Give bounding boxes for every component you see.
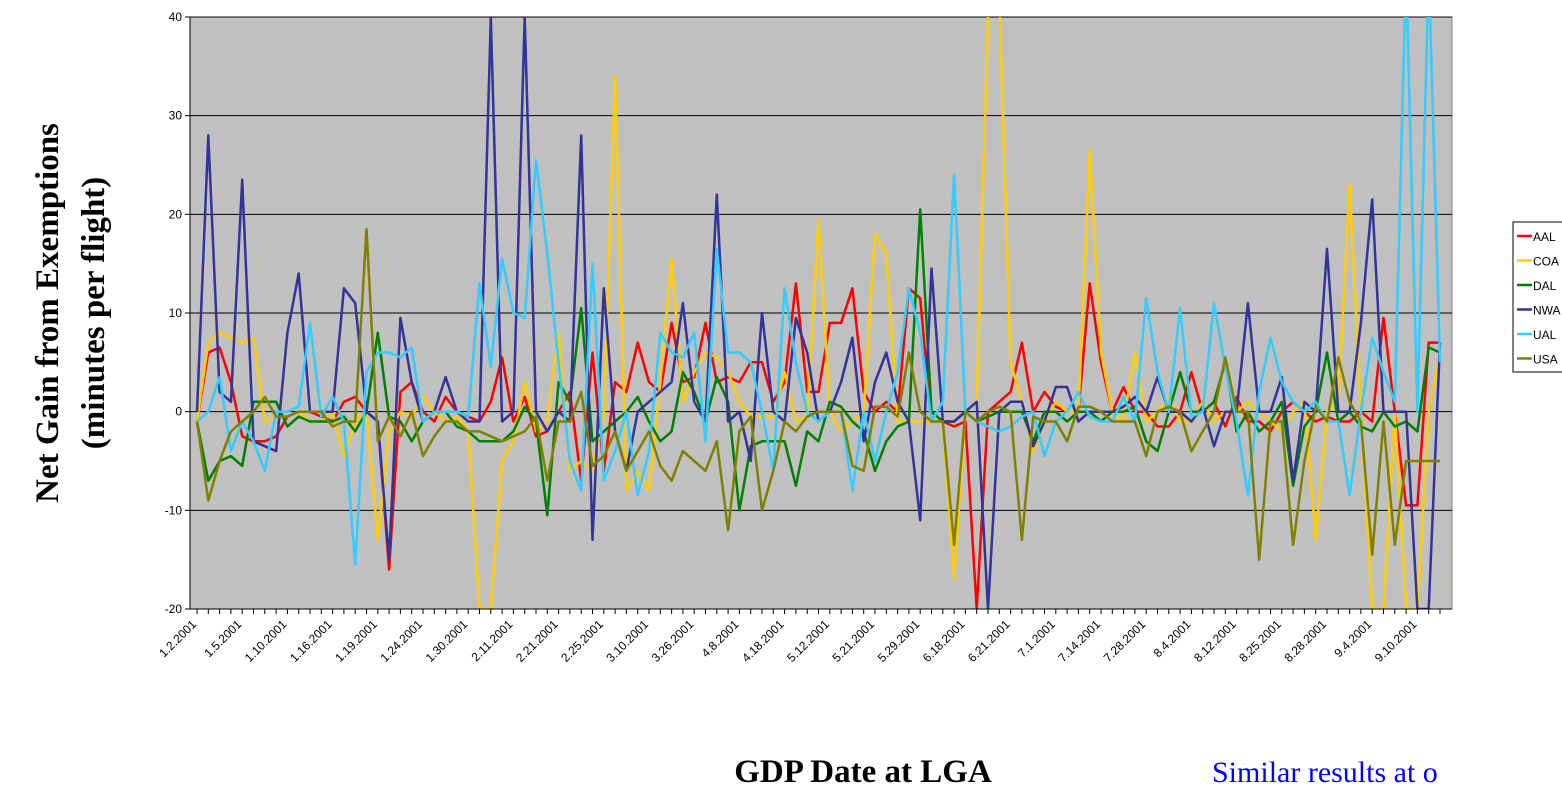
legend-label: USA [1533, 353, 1558, 367]
x-tick-label: 8.28.2001 [1281, 617, 1329, 665]
x-tick-label: 6.18.2001 [920, 617, 968, 665]
legend-label: COA [1533, 255, 1559, 269]
x-axis-label: GDP Date at LGA [734, 754, 992, 789]
x-tick-label: 6.21.2001 [965, 617, 1013, 665]
legend-label: DAL [1533, 279, 1557, 293]
x-tick-label: 2.25.2001 [558, 617, 606, 665]
x-tick-label: 7.1.2001 [1015, 617, 1058, 660]
y-tick-label: 0 [175, 405, 182, 419]
y-tick-label: -10 [165, 503, 183, 517]
x-tick-label: 9.4.2001 [1331, 617, 1374, 660]
x-tick-label: 4.18.2001 [739, 617, 787, 665]
x-tick-label: 2.21.2001 [513, 617, 561, 665]
y-tick-label: 30 [169, 109, 183, 123]
y-tick-label: 20 [169, 207, 183, 221]
legend-label: UAL [1533, 328, 1557, 342]
legend-label: NWA [1533, 304, 1561, 318]
legend-box [1512, 221, 1562, 373]
series-line [195, 227, 1440, 561]
x-tick-label: 1.5.2001 [201, 617, 244, 660]
x-tick-label: 7.14.2001 [1055, 617, 1103, 665]
legend: AAL COA DAL NWA UAL USA [1512, 221, 1562, 373]
x-tick-label: 4.8.2001 [699, 617, 742, 660]
x-tick-label: 3.26.2001 [649, 617, 697, 665]
x-tick-label: 1.16.2001 [287, 617, 335, 665]
legend-label: AAL [1533, 230, 1556, 244]
x-tick-label: 5.21.2001 [829, 617, 877, 665]
x-tick-label: 2.11.2001 [468, 617, 515, 664]
annotation: Similar results at o [1212, 756, 1438, 789]
y-tick-label: 10 [169, 306, 183, 320]
x-tick-label: 1.19.2001 [332, 617, 380, 665]
y-tick-label: 40 [169, 10, 183, 24]
x-tick-label: 7.28.2001 [1101, 617, 1149, 665]
x-tick-label: 1.2.2001 [156, 617, 199, 660]
x-tick-label: 9.10.2001 [1372, 617, 1420, 665]
x-tick-label: 1.24.2001 [377, 617, 425, 665]
series-line [196, 17, 1442, 566]
x-tick-label: 5.12.2001 [784, 617, 832, 665]
y-axis-label: (minutes per flight) [76, 177, 112, 450]
y-axis-label: Net Gain from Exemptions [30, 123, 66, 503]
x-tick-label: 3.10.2001 [603, 617, 651, 665]
x-tick-label: 8.12.2001 [1191, 617, 1239, 665]
y-tick-label: -20 [165, 602, 183, 616]
x-tick-label: 8.4.2001 [1151, 617, 1194, 660]
x-tick-label: 5.29.2001 [875, 617, 923, 665]
x-tick-label: 8.25.2001 [1236, 617, 1284, 665]
x-tick-label: 1.30.2001 [423, 617, 471, 665]
x-tick-label: 1.10.2001 [242, 617, 290, 665]
series-lines [195, 17, 1442, 609]
